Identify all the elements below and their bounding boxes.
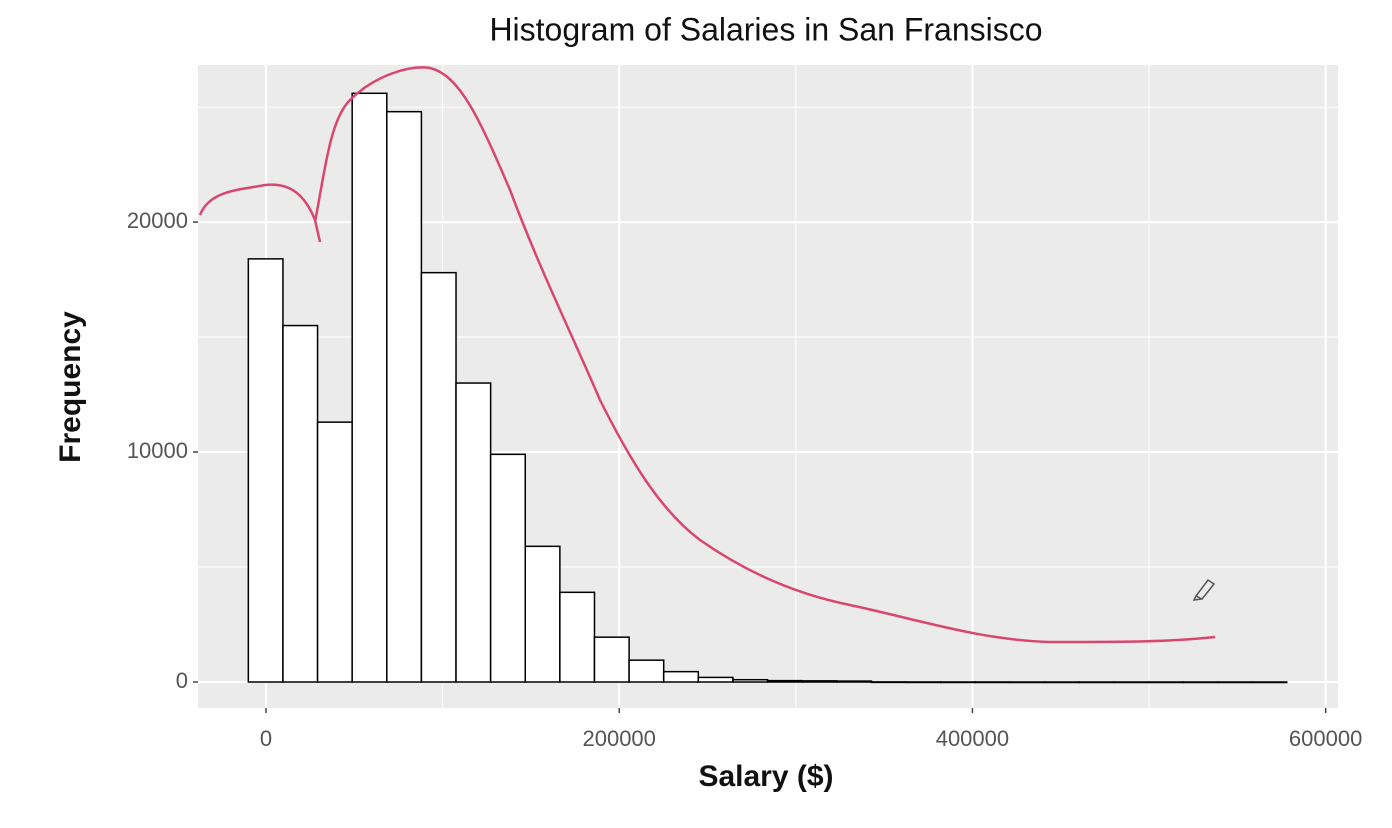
histogram-bar xyxy=(1078,681,1115,684)
x-tick-label: 600000 xyxy=(1289,726,1362,751)
histogram-bar xyxy=(351,92,388,683)
histogram-bar xyxy=(316,421,353,683)
histogram-bar xyxy=(974,681,1011,684)
histogram-bar xyxy=(282,324,319,683)
histogram-bar xyxy=(801,680,838,683)
y-tick-label: 10000 xyxy=(127,438,188,463)
histogram-bar xyxy=(559,591,596,683)
histogram-bar xyxy=(836,680,873,683)
histogram-bar xyxy=(732,678,769,683)
histogram-bar xyxy=(1147,681,1184,684)
histogram-bar xyxy=(1251,681,1288,684)
x-tick-label: 400000 xyxy=(936,726,1009,751)
y-tick-label: 20000 xyxy=(127,208,188,233)
histogram-bar xyxy=(524,545,561,683)
chart-title: Histogram of Salaries in San Fransisco xyxy=(489,11,1042,47)
histogram-bar xyxy=(1216,681,1253,684)
annotation-curve xyxy=(198,66,1216,644)
histogram-bar xyxy=(489,453,527,683)
histogram-bar xyxy=(386,110,423,683)
y-tick-label: 0 xyxy=(176,668,188,693)
histogram-bar xyxy=(1009,681,1046,684)
y-axis-title: Frequency xyxy=(54,311,87,463)
histogram-bar xyxy=(593,636,630,683)
histogram-bar xyxy=(939,681,976,684)
histogram-bar xyxy=(1043,681,1080,684)
histogram-bar xyxy=(766,679,803,683)
pen-cursor xyxy=(1192,578,1216,601)
histogram-bar xyxy=(1182,681,1219,684)
histogram-bar xyxy=(247,258,284,683)
histogram-bar xyxy=(628,659,665,683)
x-tick-label: 0 xyxy=(260,726,272,751)
x-axis-title: Salary ($) xyxy=(698,760,833,793)
histogram-bar xyxy=(420,271,457,683)
histogram-bar xyxy=(870,681,907,684)
histogram-bar xyxy=(455,382,492,683)
histogram-bar xyxy=(1112,681,1150,684)
histogram-bar xyxy=(905,681,942,684)
x-tick-label: 200000 xyxy=(582,726,655,751)
histogram-bar xyxy=(697,676,734,683)
histogram-bar xyxy=(662,670,700,683)
